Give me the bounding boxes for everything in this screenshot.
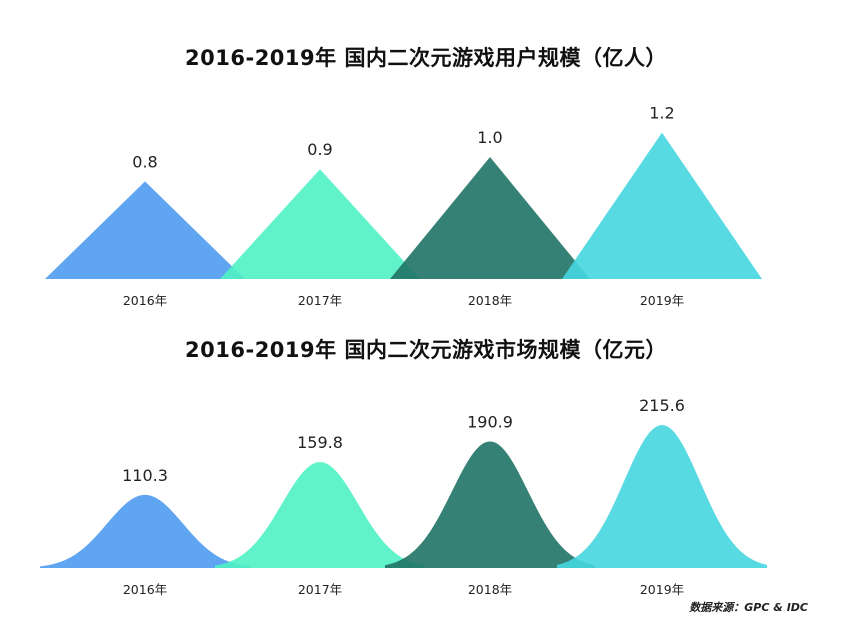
tick-label-1-3: 2019年 (640, 582, 684, 597)
tick-label-0-2: 2018年 (468, 293, 512, 308)
bar-0-1 (220, 169, 420, 279)
tick-label-0-3: 2019年 (640, 293, 684, 308)
data-label-0-0: 0.8 (132, 152, 157, 171)
data-label-1-0: 110.3 (122, 466, 168, 485)
data-label-0-3: 1.2 (649, 104, 674, 123)
bar-0-2 (390, 157, 590, 279)
bar-1-3 (557, 425, 767, 568)
tick-label-0-1: 2017年 (298, 293, 342, 308)
bar-1-1 (215, 462, 425, 568)
tick-label-1-1: 2017年 (298, 582, 342, 597)
bar-1-2 (385, 441, 595, 568)
bar-1-0 (40, 494, 250, 568)
data-label-0-1: 0.9 (307, 140, 332, 159)
data-source-note: 数据来源：GPC & IDC (689, 601, 808, 614)
bar-0-0 (45, 181, 245, 279)
tick-label-0-0: 2016年 (123, 293, 167, 308)
tick-label-1-2: 2018年 (468, 582, 512, 597)
data-label-1-2: 190.9 (467, 412, 513, 431)
tick-label-1-0: 2016年 (123, 582, 167, 597)
bar-0-3 (562, 132, 762, 279)
chart-title-market: 2016-2019年 国内二次元游戏市场规模（亿元） (185, 338, 667, 362)
data-label-0-2: 1.0 (477, 128, 502, 147)
chart-title-users: 2016-2019年 国内二次元游戏用户规模（亿人） (185, 46, 667, 70)
data-label-1-1: 159.8 (297, 433, 343, 452)
data-label-1-3: 215.6 (639, 396, 685, 415)
